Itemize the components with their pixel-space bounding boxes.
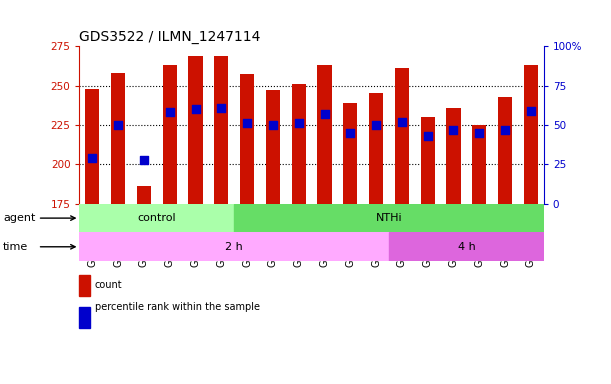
Point: [345, 130, 355, 136]
Bar: [79, 204, 234, 232]
Point: [87, 155, 97, 161]
Point: [526, 108, 536, 114]
Text: percentile rank within the sample: percentile rank within the sample: [95, 302, 260, 312]
Text: 4 h: 4 h: [458, 242, 475, 252]
Text: count: count: [95, 280, 122, 290]
Bar: [498, 96, 512, 204]
Bar: [472, 125, 486, 204]
Point: [165, 109, 175, 115]
Bar: [234, 204, 544, 232]
Point: [320, 111, 329, 117]
Bar: [524, 65, 538, 204]
Bar: [188, 56, 203, 204]
Bar: [343, 103, 357, 204]
Bar: [318, 65, 332, 204]
Point: [113, 122, 123, 128]
Bar: [163, 65, 177, 204]
Point: [139, 157, 149, 163]
Text: NTHi: NTHi: [376, 213, 402, 223]
Bar: [395, 68, 409, 204]
Bar: [79, 232, 389, 261]
Point: [500, 127, 510, 133]
Point: [448, 127, 458, 133]
Bar: [447, 108, 461, 204]
Point: [474, 130, 484, 136]
Bar: [291, 84, 306, 204]
Bar: [86, 89, 100, 204]
Text: time: time: [3, 242, 28, 252]
Text: control: control: [137, 213, 176, 223]
Bar: [240, 74, 254, 204]
Point: [294, 120, 304, 126]
Text: GDS3522 / ILMN_1247114: GDS3522 / ILMN_1247114: [79, 30, 261, 44]
Bar: [111, 73, 125, 204]
Point: [191, 106, 200, 112]
Bar: [266, 90, 280, 204]
Point: [371, 122, 381, 128]
Point: [216, 104, 226, 111]
Text: 2 h: 2 h: [225, 242, 243, 252]
Bar: [369, 93, 383, 204]
Bar: [214, 56, 229, 204]
Point: [242, 120, 252, 126]
Bar: [137, 186, 151, 204]
Point: [397, 119, 407, 125]
Text: agent: agent: [3, 213, 35, 223]
Bar: [389, 232, 544, 261]
Point: [423, 133, 433, 139]
Point: [268, 122, 278, 128]
Bar: [420, 117, 435, 204]
